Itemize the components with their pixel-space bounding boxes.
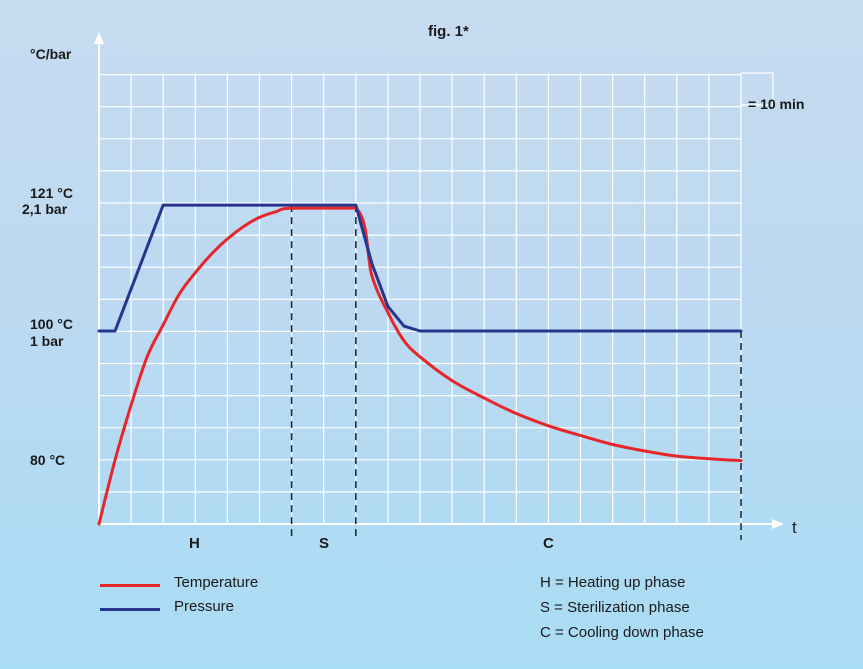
legend-pressure-swatch [100,608,160,611]
phase-label-h: H [189,535,200,552]
grid-unit-label: = 10 min [748,96,805,112]
legend-temperature-label: Temperature [174,574,259,591]
y-tick-100-temp: 100 °C [30,316,73,332]
phase-label-c: C [543,535,554,552]
y-tick-80-temp: 80 °C [30,452,66,468]
y-axis-label: °C/bar [30,46,72,62]
grid-unit-box [741,72,774,106]
phase-note-h: H = Heating up phase [540,574,686,591]
series-line-temperature [97,206,743,526]
y-axis-arrow [94,32,104,44]
y-tick-121-pressure: 2,1 bar [22,201,68,217]
phase-label-s: S [319,535,330,552]
legend-pressure-label: Pressure [174,598,235,615]
legend-temperature-swatch [100,584,160,587]
series-line-pressure [97,203,743,333]
phase-note-c: C = Cooling down phase [540,624,704,641]
phase-note-s: S = Sterilization phase [540,599,690,616]
y-tick-100-pressure: 1 bar [30,333,64,349]
chart-title: fig. 1* [428,23,469,40]
y-tick-121-temp: 121 °C [30,185,73,201]
x-axis-label: t [792,518,797,537]
x-axis-arrow [772,519,784,529]
